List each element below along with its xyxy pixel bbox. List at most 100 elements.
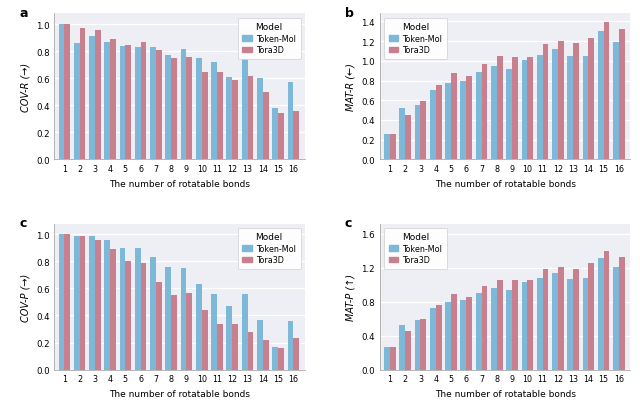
Legend: Token-Mol, Tora3D: Token-Mol, Tora3D: [237, 228, 301, 270]
Bar: [58, 235, 65, 370]
X-axis label: The number of rotatable bonds: The number of rotatable bonds: [109, 179, 250, 188]
Bar: [125, 45, 131, 160]
Bar: [598, 32, 604, 160]
Bar: [604, 23, 609, 160]
Bar: [186, 293, 192, 370]
Bar: [552, 273, 558, 370]
Bar: [272, 347, 278, 370]
Y-axis label: COV-R (→): COV-R (→): [20, 63, 30, 112]
Bar: [257, 320, 263, 370]
Bar: [588, 264, 594, 370]
Bar: [287, 83, 293, 160]
Bar: [415, 320, 420, 370]
Bar: [248, 332, 253, 370]
Bar: [58, 25, 65, 160]
Bar: [125, 262, 131, 370]
Bar: [172, 296, 177, 370]
Bar: [405, 116, 411, 160]
Bar: [604, 251, 609, 370]
Bar: [79, 236, 85, 370]
Bar: [598, 258, 604, 370]
Bar: [588, 39, 594, 160]
Bar: [156, 51, 162, 160]
Legend: Token-Mol, Tora3D: Token-Mol, Tora3D: [384, 19, 447, 60]
Bar: [420, 319, 426, 370]
Bar: [506, 290, 512, 370]
Bar: [481, 64, 487, 160]
Bar: [558, 42, 564, 160]
Bar: [293, 112, 299, 160]
Text: c: c: [19, 217, 27, 230]
Bar: [150, 258, 156, 370]
Bar: [567, 279, 573, 370]
Bar: [467, 297, 472, 370]
Bar: [104, 240, 110, 370]
Bar: [451, 74, 457, 160]
Bar: [278, 348, 284, 370]
Bar: [211, 63, 217, 160]
Bar: [390, 135, 396, 160]
Bar: [399, 325, 405, 370]
Bar: [537, 278, 543, 370]
Bar: [180, 50, 186, 160]
X-axis label: The number of rotatable bonds: The number of rotatable bonds: [435, 179, 576, 188]
Bar: [491, 66, 497, 160]
Bar: [552, 50, 558, 160]
Bar: [512, 58, 518, 160]
Bar: [476, 294, 481, 370]
Bar: [217, 72, 223, 160]
Bar: [460, 81, 467, 160]
Bar: [263, 340, 269, 370]
Bar: [272, 109, 278, 160]
Bar: [135, 48, 141, 160]
Bar: [573, 269, 579, 370]
Bar: [104, 43, 110, 160]
Bar: [257, 79, 263, 160]
Bar: [497, 280, 502, 370]
Bar: [543, 45, 548, 160]
Bar: [430, 91, 436, 160]
Bar: [110, 40, 116, 160]
Bar: [202, 72, 207, 160]
Legend: Token-Mol, Tora3D: Token-Mol, Tora3D: [384, 228, 447, 270]
Bar: [202, 310, 207, 370]
Bar: [232, 81, 238, 160]
Bar: [460, 300, 467, 370]
Bar: [415, 106, 420, 160]
Bar: [619, 257, 625, 370]
Bar: [89, 236, 95, 370]
Bar: [263, 93, 269, 160]
Bar: [537, 56, 543, 160]
Text: c: c: [345, 217, 352, 230]
Legend: Token-Mol, Tora3D: Token-Mol, Tora3D: [237, 19, 301, 60]
Bar: [120, 248, 125, 370]
Bar: [141, 43, 147, 160]
Bar: [522, 61, 527, 160]
Bar: [522, 282, 527, 370]
Bar: [89, 37, 95, 160]
Bar: [436, 305, 442, 370]
Bar: [506, 69, 512, 160]
Bar: [180, 268, 186, 370]
Bar: [95, 240, 100, 370]
Bar: [430, 309, 436, 370]
Bar: [172, 59, 177, 160]
X-axis label: The number of rotatable bonds: The number of rotatable bonds: [109, 389, 250, 398]
Bar: [165, 56, 172, 160]
Bar: [242, 294, 248, 370]
Bar: [527, 281, 533, 370]
Bar: [227, 78, 232, 160]
Bar: [481, 287, 487, 370]
Bar: [278, 114, 284, 160]
Bar: [248, 76, 253, 160]
Bar: [211, 294, 217, 370]
Bar: [186, 57, 192, 160]
Bar: [420, 102, 426, 160]
Bar: [74, 236, 79, 370]
Text: a: a: [19, 7, 28, 20]
Bar: [558, 267, 564, 370]
Bar: [527, 58, 533, 160]
Bar: [135, 248, 141, 370]
Bar: [582, 57, 588, 160]
Bar: [79, 29, 85, 160]
